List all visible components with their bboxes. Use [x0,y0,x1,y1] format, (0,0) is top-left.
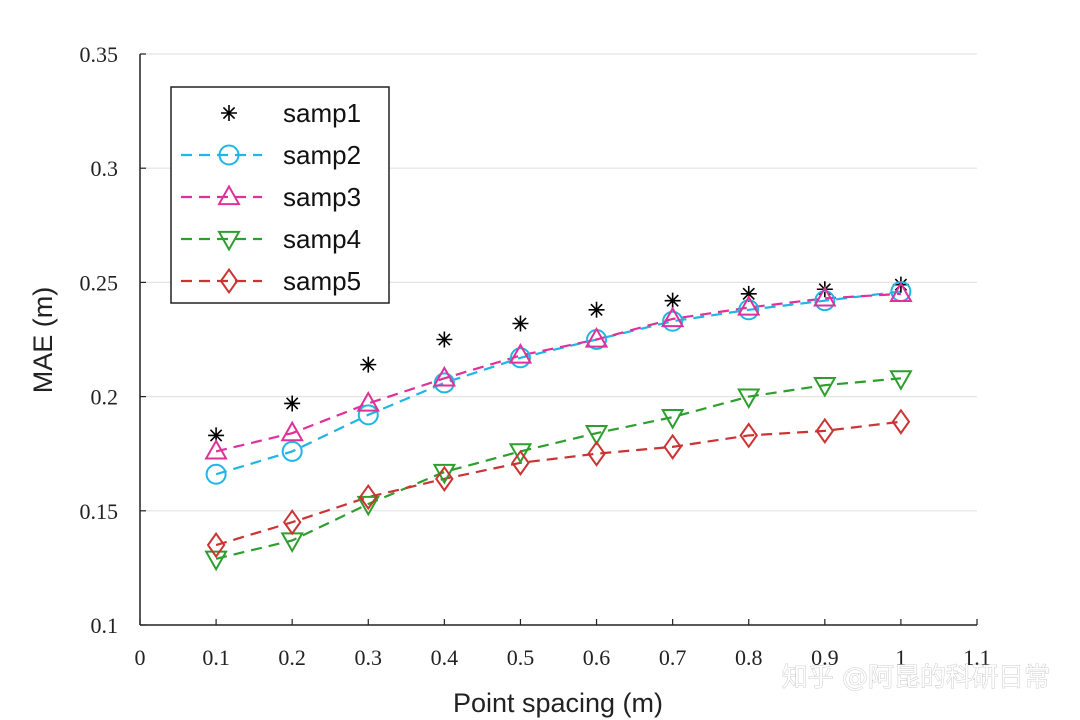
data-point-samp4 [584,425,609,446]
data-point-samp4 [737,388,761,410]
x-axis-label: Point spacing (m) [453,688,663,718]
x-tick-label: 1 [895,645,906,670]
data-point-samp1 [588,301,605,318]
x-tick-label: 0.9 [811,645,839,670]
data-point-samp5 [282,509,302,536]
y-tick-label: 0.15 [80,499,119,524]
legend-label-samp4: samp4 [283,224,361,254]
data-point-samp4 [280,532,304,553]
data-point-samp5 [739,422,759,449]
legend-box [170,86,390,304]
y-axis-label: MAE (m) [28,287,58,393]
y-tick-label: 0.1 [91,613,119,638]
data-point-samp2 [662,310,684,332]
data-point-samp2 [509,347,531,369]
data-point-samp5 [511,449,530,476]
data-point-samp5 [206,531,226,559]
data-point-samp2 [281,440,303,462]
legend-label-samp5: samp5 [283,266,361,296]
data-point-samp4 [813,377,837,398]
data-point-samp4 [660,409,685,430]
legend-marker-samp2 [218,144,240,166]
legend-label-samp1: samp1 [283,98,361,128]
legend-marker-samp4 [217,230,241,252]
legend-marker-samp5 [219,267,239,295]
legend: samp1 samp2 samp3 samp4 samp5 [170,86,390,304]
x-tick-label: 0.7 [659,645,687,670]
axes [139,54,977,626]
data-point-samp3 [660,306,685,328]
data-point-samp5 [815,417,835,444]
data-point-samp5 [358,483,378,511]
watermark: 知乎 @阿昆的科研日常 [782,663,1050,693]
data-point-samp2 [738,299,760,321]
x-tick-label: 0.3 [355,645,383,670]
data-point-samp3 [356,390,380,412]
data-point-samp2 [205,463,227,485]
data-point-samp1 [360,356,377,373]
data-point-samp1 [208,427,225,444]
x-tick-label: 0 [135,645,146,670]
x-tick-label: 0.4 [431,645,459,670]
data-point-samp3 [737,295,761,316]
x-tick-label: 0.8 [735,645,763,670]
data-point-samp3 [813,285,837,307]
series-line-samp3 [215,292,901,453]
x-tick-label: 0.1 [202,645,230,670]
x-tick-label: 1.1 [963,645,991,670]
x-tick-label: 0.6 [583,645,611,670]
legend-label-samp2: samp2 [283,140,361,170]
data-point-samp1 [284,395,301,412]
data-point-samp2 [814,290,836,312]
x-tick-label: 0.5 [507,645,535,670]
data-point-samp5 [587,440,606,467]
data-point-samp1 [740,285,757,302]
series-line-samp2 [215,290,902,476]
y-tick-label: 0.2 [91,385,119,410]
legend-marker-samp3 [217,184,241,206]
data-point-samp1 [664,292,681,309]
legend-marker-samp1 [221,105,237,121]
y-tick-label: 0.25 [80,270,119,295]
data-point-samp3 [508,343,533,364]
series-markers [204,276,913,572]
ticks: 0.1 0.15 0.2 0.25 0.3 0.35 0 0.1 0.2 0.3 0.4 0.5 0.6… [80,42,991,670]
data-point-samp1 [436,331,453,348]
data-point-samp4 [204,550,228,572]
data-point-samp3 [889,281,913,302]
data-point-samp3 [432,365,457,387]
data-point-samp2 [357,404,379,426]
data-point-samp2 [433,372,455,394]
series-line-samp4 [215,377,902,560]
y-tick-label: 0.35 [80,42,119,67]
data-point-samp3 [584,327,609,348]
data-point-samp3 [204,438,228,460]
series-line-samp5 [215,420,902,547]
data-point-samp4 [508,443,533,464]
data-point-samp4 [889,370,913,391]
data-point-samp5 [663,433,682,460]
x-tick-label: 0.2 [278,645,306,670]
data-point-samp5 [891,408,911,435]
data-point-samp1 [512,315,529,332]
data-point-samp5 [435,465,454,492]
legend-label-samp3: samp3 [283,182,361,212]
data-point-samp4 [356,495,380,517]
data-point-samp3 [280,420,304,442]
y-tick-label: 0.3 [91,156,119,181]
series-lines [215,290,902,560]
